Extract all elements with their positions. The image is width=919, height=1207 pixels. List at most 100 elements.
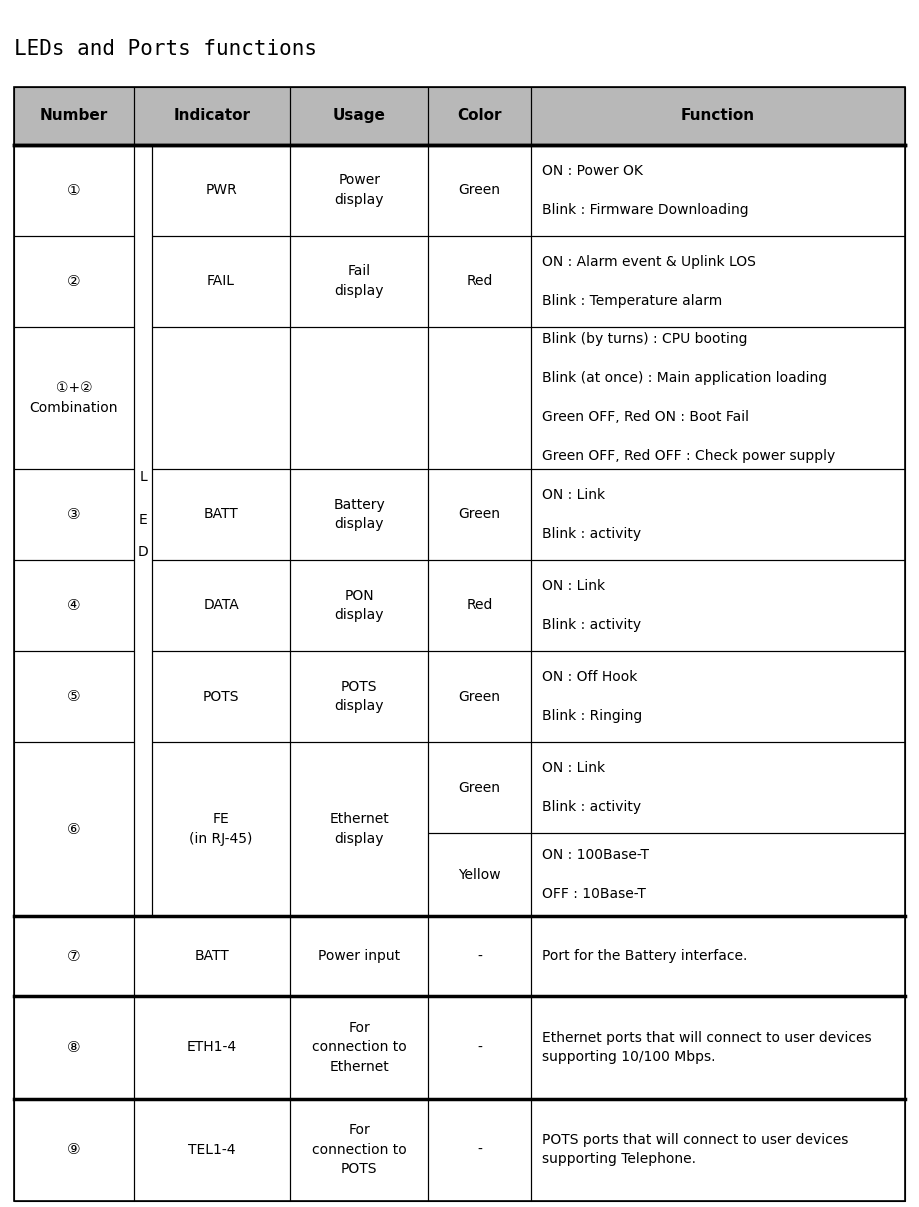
Text: ⑥: ⑥ [67, 822, 81, 836]
Bar [290, 468, 428, 560]
Bar [14, 145, 905, 235]
Bar [14, 916, 134, 996]
Text: BATT: BATT [204, 507, 238, 521]
Bar [531, 468, 905, 560]
Text: ③: ③ [67, 507, 81, 521]
Text: POTS ports that will connect to user devices
supporting Telephone.: POTS ports that will connect to user dev… [542, 1133, 848, 1166]
Bar [152, 145, 290, 235]
Bar [531, 87, 905, 145]
Bar [14, 560, 134, 651]
Text: Red: Red [466, 599, 493, 612]
Text: L: L [139, 470, 147, 484]
Bar [290, 651, 428, 742]
Bar [428, 87, 531, 145]
Bar [428, 560, 531, 651]
Bar [428, 742, 531, 833]
Bar [290, 87, 428, 145]
Bar [152, 235, 290, 327]
Bar [14, 651, 134, 742]
Bar [531, 996, 905, 1098]
Bar [152, 651, 290, 742]
Text: Fail
display: Fail display [335, 264, 384, 298]
Text: ON : Link

Blink : activity: ON : Link Blink : activity [542, 762, 641, 814]
Bar [14, 742, 134, 916]
Text: Port for the Battery interface.: Port for the Battery interface. [542, 950, 747, 963]
Text: ⑧: ⑧ [67, 1040, 81, 1055]
Bar [531, 1098, 905, 1201]
Text: Blink (by turns) : CPU booting

Blink (at once) : Main application loading

Gree: Blink (by turns) : CPU booting Blink (at… [542, 332, 835, 463]
Text: ETH1-4: ETH1-4 [187, 1040, 237, 1055]
Text: For
connection to
Ethernet: For connection to Ethernet [312, 1021, 406, 1074]
Text: Number: Number [40, 109, 108, 123]
Text: D: D [138, 544, 148, 559]
Text: ①: ① [67, 182, 81, 198]
Bar [531, 145, 905, 235]
Text: Green: Green [459, 183, 501, 197]
Bar [14, 1098, 134, 1201]
Bar [134, 916, 290, 996]
Bar [531, 235, 905, 327]
Text: -: - [477, 1143, 482, 1156]
Bar [134, 996, 290, 1098]
Text: DATA: DATA [203, 599, 239, 612]
Text: Function: Function [681, 109, 755, 123]
Bar [428, 145, 531, 235]
Text: BATT: BATT [195, 950, 230, 963]
Bar [428, 327, 531, 468]
Text: ⑨: ⑨ [67, 1142, 81, 1158]
Bar [14, 145, 905, 1201]
Text: ⑦: ⑦ [67, 949, 81, 964]
Text: ①+②
Combination: ①+② Combination [29, 381, 119, 414]
Text: -: - [477, 1040, 482, 1055]
Bar [531, 327, 905, 468]
Text: E: E [139, 513, 147, 527]
Text: Ethernet ports that will connect to user devices
supporting 10/100 Mbps.: Ethernet ports that will connect to user… [542, 1031, 871, 1065]
Bar [14, 87, 905, 145]
Bar [428, 1098, 531, 1201]
Text: Yellow: Yellow [459, 868, 501, 882]
Bar [134, 145, 152, 916]
Text: ④: ④ [67, 597, 81, 613]
Bar [531, 651, 905, 742]
Bar [134, 1098, 290, 1201]
Text: For
connection to
POTS: For connection to POTS [312, 1123, 406, 1176]
Bar [531, 560, 905, 651]
Bar [290, 327, 428, 468]
Text: Ethernet
display: Ethernet display [329, 812, 389, 846]
Bar [152, 560, 290, 651]
Text: POTS
display: POTS display [335, 680, 384, 713]
Bar [290, 235, 428, 327]
Bar [14, 468, 134, 560]
Text: Green: Green [459, 781, 501, 794]
Text: LEDs and Ports functions: LEDs and Ports functions [14, 39, 317, 59]
Text: Green: Green [459, 689, 501, 704]
Text: ON : Power OK

Blink : Firmware Downloading: ON : Power OK Blink : Firmware Downloadi… [542, 164, 748, 217]
Bar [531, 916, 905, 996]
Bar [531, 833, 905, 916]
Text: Usage: Usage [333, 109, 386, 123]
Bar [290, 145, 428, 235]
Bar [152, 468, 290, 560]
Text: Indicator: Indicator [174, 109, 251, 123]
Bar [152, 327, 290, 468]
Text: ON : 100Base-T

OFF : 10Base-T: ON : 100Base-T OFF : 10Base-T [542, 849, 649, 902]
Bar [531, 742, 905, 833]
Text: ON : Link

Blink : activity: ON : Link Blink : activity [542, 579, 641, 632]
Bar [134, 87, 290, 145]
Text: ON : Alarm event & Uplink LOS

Blink : Temperature alarm: ON : Alarm event & Uplink LOS Blink : Te… [542, 255, 755, 308]
Bar [290, 916, 428, 996]
Bar [152, 742, 290, 916]
Text: ⑤: ⑤ [67, 689, 81, 704]
Bar [290, 996, 428, 1098]
Bar [14, 87, 134, 145]
Bar [428, 235, 531, 327]
Bar [428, 468, 531, 560]
Bar [290, 560, 428, 651]
Text: PON
display: PON display [335, 589, 384, 623]
Text: Battery
display: Battery display [334, 497, 385, 531]
Text: Power
display: Power display [335, 174, 384, 206]
Text: PWR: PWR [205, 183, 237, 197]
Bar [14, 145, 134, 235]
Text: Power input: Power input [318, 950, 401, 963]
Text: POTS: POTS [203, 689, 239, 704]
